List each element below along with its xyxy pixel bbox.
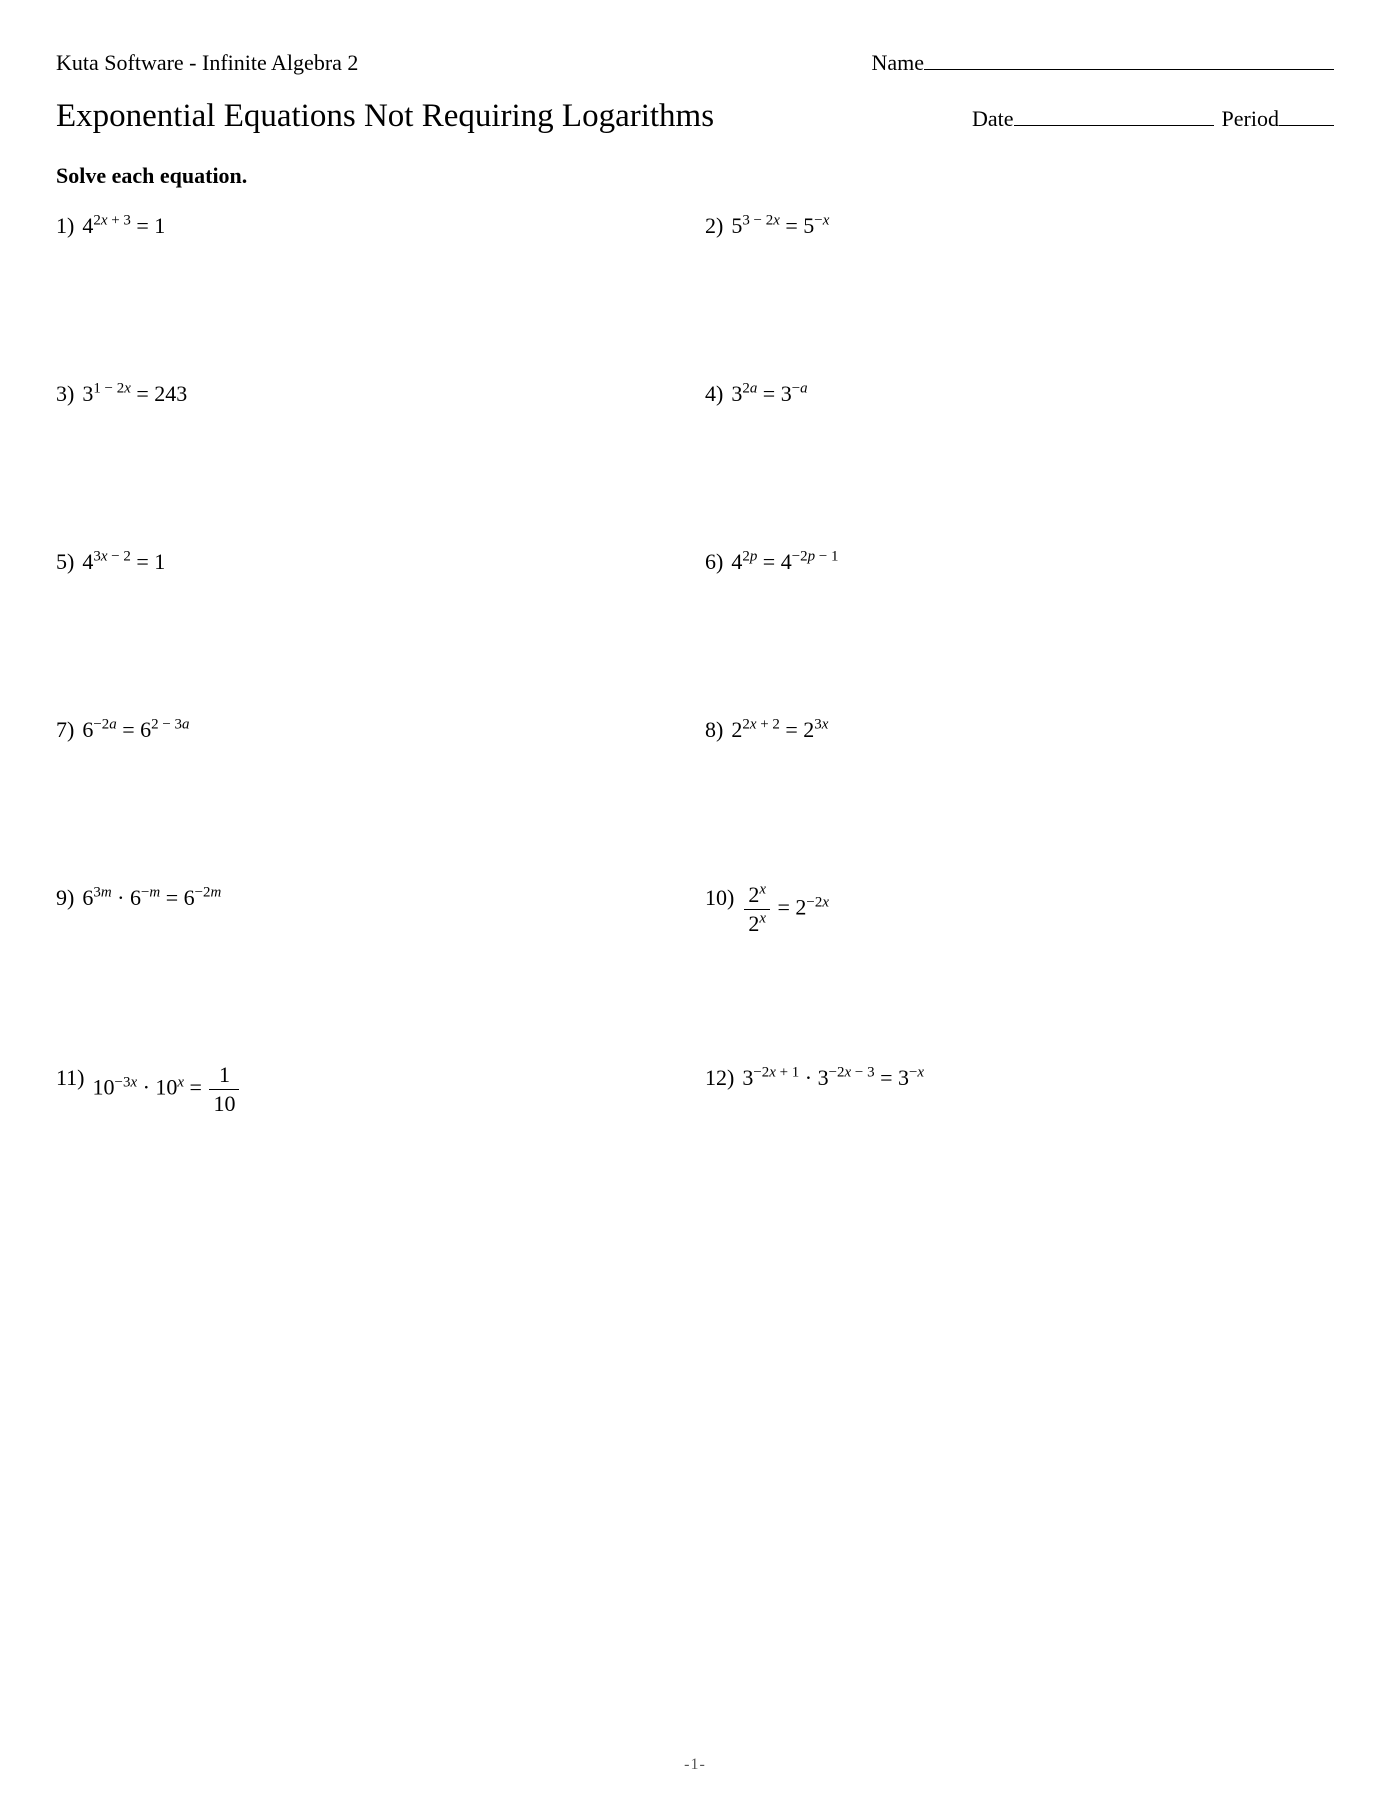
- problem-equation: 43x − 2 = 1: [82, 547, 165, 578]
- problem-2: 2) 53 − 2x = 5−x: [705, 211, 1334, 379]
- problem-4: 4) 32a = 3−a: [705, 379, 1334, 547]
- problem-number: 11): [56, 1063, 85, 1094]
- problem-number: 3): [56, 379, 74, 410]
- problem-number: 12): [705, 1063, 734, 1094]
- worksheet-title: Exponential Equations Not Requiring Loga…: [56, 98, 714, 135]
- problem-equation: 42p = 4−2p − 1: [731, 547, 838, 578]
- problem-7: 7) 6−2a = 62 − 3a: [56, 715, 685, 883]
- date-period-group: Date Period: [972, 104, 1334, 132]
- brand-label: Kuta Software - Infinite Algebra 2: [56, 50, 871, 76]
- problem-equation: 10−3x · 10x = 110: [93, 1063, 242, 1116]
- problems-grid: 1) 42x + 3 = 1 2) 53 − 2x = 5−x 3) 31 − 2x = …: [56, 211, 1334, 1243]
- title-row: Exponential Equations Not Requiring Loga…: [56, 98, 1334, 135]
- date-blank[interactable]: [1014, 104, 1214, 126]
- problem-equation: 31 − 2x = 243: [82, 379, 187, 410]
- problem-equation: 3−2x + 1 · 3−2x − 3 = 3−x: [742, 1063, 924, 1094]
- problem-9: 9) 63m · 6−m = 6−2m: [56, 883, 685, 1063]
- problem-number: 8): [705, 715, 723, 746]
- problem-equation: 22x + 2 = 23x: [731, 715, 828, 746]
- problem-equation: 53 − 2x = 5−x: [731, 211, 829, 242]
- problem-equation: 32a = 3−a: [731, 379, 807, 410]
- problem-3: 3) 31 − 2x = 243: [56, 379, 685, 547]
- name-label: Name: [871, 50, 924, 76]
- page-number: -1-: [684, 1756, 706, 1774]
- problem-number: 7): [56, 715, 74, 746]
- name-field-group: Name: [871, 48, 1334, 76]
- problem-number: 10): [705, 883, 734, 914]
- date-label: Date: [972, 106, 1014, 132]
- problem-number: 9): [56, 883, 74, 914]
- problem-equation: 2x2x = 2−2x: [742, 883, 829, 936]
- period-label: Period: [1222, 106, 1279, 132]
- problem-number: 4): [705, 379, 723, 410]
- problem-number: 6): [705, 547, 723, 578]
- problem-equation: 42x + 3 = 1: [82, 211, 165, 242]
- period-blank[interactable]: [1279, 104, 1334, 126]
- problem-5: 5) 43x − 2 = 1: [56, 547, 685, 715]
- instructions: Solve each equation.: [56, 163, 1334, 189]
- problem-number: 2): [705, 211, 723, 242]
- problem-11: 11) 10−3x · 10x = 110: [56, 1063, 685, 1243]
- name-blank[interactable]: [924, 48, 1334, 70]
- problem-8: 8) 22x + 2 = 23x: [705, 715, 1334, 883]
- problem-equation: 6−2a = 62 − 3a: [82, 715, 189, 746]
- problem-number: 1): [56, 211, 74, 242]
- problem-number: 5): [56, 547, 74, 578]
- problem-1: 1) 42x + 3 = 1: [56, 211, 685, 379]
- doc-header: Kuta Software - Infinite Algebra 2 Name: [56, 48, 1334, 76]
- problem-equation: 63m · 6−m = 6−2m: [82, 883, 221, 914]
- problem-12: 12) 3−2x + 1 · 3−2x − 3 = 3−x: [705, 1063, 1334, 1243]
- problem-6: 6) 42p = 4−2p − 1: [705, 547, 1334, 715]
- problem-10: 10) 2x2x = 2−2x: [705, 883, 1334, 1063]
